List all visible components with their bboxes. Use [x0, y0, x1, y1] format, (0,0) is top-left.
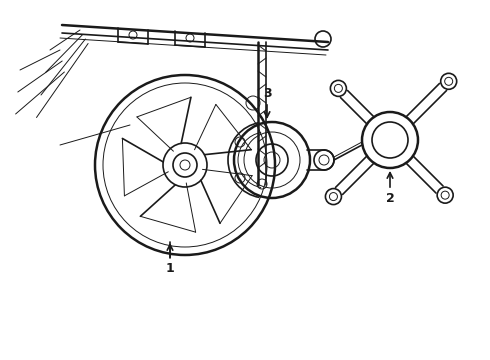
Text: 3: 3: [263, 86, 271, 99]
Text: 2: 2: [386, 192, 394, 204]
Text: 1: 1: [166, 261, 174, 275]
